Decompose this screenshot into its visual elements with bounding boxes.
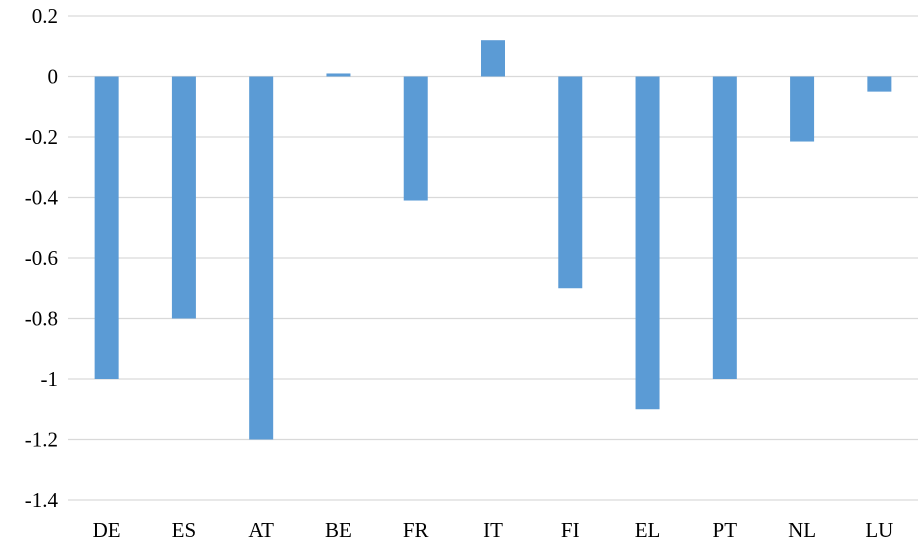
- bar-fi: [558, 76, 583, 289]
- bar-it: [481, 40, 505, 77]
- bar-lu: [867, 76, 892, 92]
- x-tick-label: BE: [325, 518, 352, 542]
- y-tick-label: -0.2: [25, 125, 58, 149]
- x-tick-label: ES: [172, 518, 197, 542]
- y-tick-label: 0.2: [32, 4, 58, 28]
- y-tick-label: -1.4: [25, 488, 59, 512]
- x-tick-label: PT: [713, 518, 738, 542]
- y-tick-label: -1.2: [25, 428, 58, 452]
- x-tick-label: FI: [561, 518, 580, 542]
- x-tick-label: EL: [635, 518, 661, 542]
- bar-de: [94, 76, 119, 379]
- y-tick-label: 0: [48, 65, 59, 89]
- bar-el: [635, 76, 660, 410]
- x-axis-tick-labels: DE ES AT BE FR IT FI EL PT NL LU: [93, 518, 894, 542]
- y-axis-tick-labels: 0.2 0 -0.2 -0.4 -0.6 -0.8 -1 -1.2 -1.4: [25, 4, 59, 512]
- x-tick-label: IT: [483, 518, 503, 542]
- x-tick-label: AT: [248, 518, 274, 542]
- bar-nl: [790, 76, 815, 142]
- gridlines: [68, 15, 918, 501]
- bar-at: [249, 76, 274, 440]
- x-tick-label: NL: [788, 518, 816, 542]
- y-tick-label: -0.8: [25, 307, 58, 331]
- bar-be: [326, 73, 351, 77]
- y-tick-label: -0.6: [25, 246, 58, 270]
- x-tick-label: FR: [403, 518, 429, 542]
- x-tick-label: LU: [865, 518, 893, 542]
- y-tick-label: -0.4: [25, 186, 59, 210]
- x-tick-label: DE: [93, 518, 121, 542]
- bar-es: [171, 76, 196, 319]
- bar-pt: [712, 76, 737, 379]
- bars: [94, 40, 892, 440]
- y-tick-label: -1: [41, 367, 59, 391]
- bar-fr: [403, 76, 428, 201]
